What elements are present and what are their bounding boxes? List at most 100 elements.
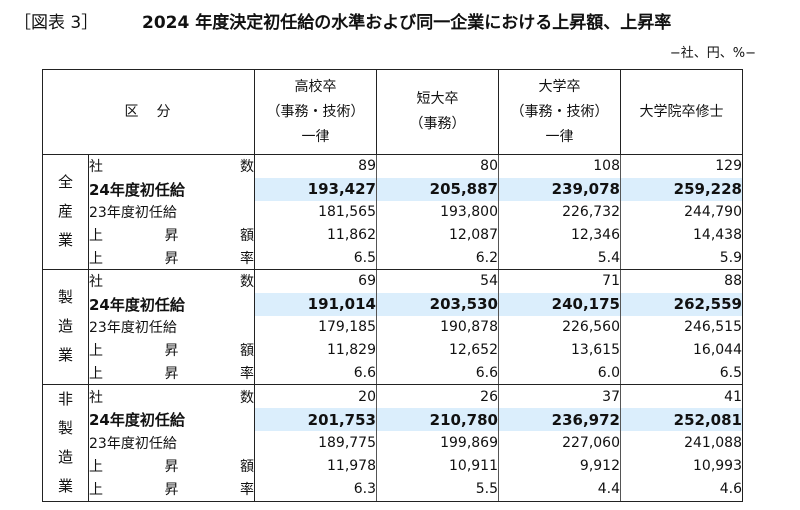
table-cell: 5.5 [376, 477, 499, 502]
row-label-char: 数 [240, 274, 254, 291]
row-label-char: 社 [89, 159, 103, 176]
table-cell: 179,185 [254, 315, 377, 339]
table-row: 24年度初任給 201,753 210,780 236,972 252,081 [43, 408, 743, 432]
table-cell: 227,060 [498, 431, 621, 455]
table-cell: 6.0 [498, 361, 621, 385]
row-label: 社数 [88, 153, 255, 178]
table-row: 24年度初任給 193,427 205,887 239,078 259,228 [43, 177, 743, 201]
row-label-spread: 上昇率 [89, 248, 254, 268]
row-label-char: 率 [240, 482, 254, 499]
table-cell: 5.4 [498, 246, 621, 270]
row-label-char: 上 [89, 459, 103, 476]
header-category-char: 分 [156, 103, 173, 120]
table-cell: 5.9 [620, 246, 743, 270]
row-label-spread: 上昇額 [89, 340, 254, 360]
table-cell: 11,978 [254, 454, 377, 478]
table-cell: 193,427 [254, 177, 377, 201]
row-label: 上昇額 [88, 338, 255, 362]
table-cell: 239,078 [498, 177, 621, 201]
row-label-spread: 上昇率 [89, 479, 254, 499]
row-label-char: 昇 [164, 342, 179, 359]
row-label: 24年度初任給 [88, 177, 255, 201]
table-cell: 41 [620, 383, 743, 409]
row-label-char: 昇 [164, 482, 179, 499]
row-label: 24年度初任給 [88, 292, 255, 316]
table-cell: 226,560 [498, 315, 621, 339]
row-label-char: 数 [240, 159, 254, 176]
table-row: 23年度初任給 179,185 190,878 226,560 246,515 [43, 315, 743, 339]
row-label-spread: 社数 [89, 271, 254, 291]
table-cell: 89 [254, 153, 377, 178]
row-label: 24年度初任給 [88, 408, 255, 432]
table-row: 上 昇 額 11,862 12,087 12,346 14,438 [43, 223, 743, 247]
table-cell: 244,790 [620, 200, 743, 224]
header-line: （事務） [409, 116, 466, 132]
header-line: 高校卒 [294, 78, 337, 95]
row-label: 上昇率 [88, 361, 255, 385]
table-cell: 190,878 [376, 315, 499, 339]
table-cell: 108 [498, 153, 621, 178]
header-line: 短大卒 [416, 91, 459, 107]
table-cell: 20 [254, 383, 377, 409]
row-label-char: 上 [89, 250, 103, 267]
table-cell: 191,014 [254, 292, 377, 316]
table-cell: 210,780 [376, 408, 499, 432]
table-cell: 6.5 [254, 246, 377, 270]
group-label-char: 全 [57, 173, 73, 192]
table-cell: 241,088 [620, 431, 743, 455]
table-body: 全産業社数 89 80 108 129 24年度初任給 193,427 205,887 239,… [42, 153, 743, 502]
table-row: 製造業社数 69 54 71 88 [42, 268, 743, 385]
group-label-char: 業 [57, 476, 73, 495]
table-cell: 189,775 [254, 431, 377, 455]
row-label-char: 社 [89, 274, 103, 291]
group-label-char: 産 [57, 202, 73, 221]
table-cell: 12,087 [376, 223, 499, 247]
row-label-spread: 社数 [89, 387, 254, 407]
table-cell: 26 [376, 383, 499, 409]
table-cell: 193,800 [376, 200, 499, 224]
row-label-char: 率 [240, 365, 254, 382]
table-cell: 236,972 [498, 408, 621, 432]
row-label: 社数 [88, 268, 255, 293]
row-label-char: 額 [240, 342, 254, 359]
header-junior-college: 短大卒 （事務） [376, 69, 499, 155]
header-category: 区分 [42, 69, 255, 155]
table-cell: 54 [376, 268, 499, 293]
row-label-spread: 上昇率 [89, 363, 254, 383]
table-row: 非製造業社数 20 26 37 41 [42, 383, 743, 502]
row-label-spread: 上昇額 [89, 225, 254, 245]
table-cell: 199,869 [376, 431, 499, 455]
table-cell: 12,652 [376, 338, 499, 362]
row-label-char: 上 [89, 365, 103, 382]
header-line: 大学院卒修士 [639, 103, 724, 120]
table-row: 全産業社数 89 80 108 129 [42, 153, 743, 270]
row-label-char: 社 [89, 389, 103, 406]
row-label: 23年度初任給 [88, 200, 255, 224]
header-line: （事務・技術） [510, 103, 609, 120]
row-label-char: 上 [89, 342, 103, 359]
figure-title: 2024 年度決定初任給の水準および同一企業における上昇額、上昇率 [142, 13, 672, 33]
row-label-spread: 上昇額 [89, 456, 254, 476]
table-cell: 10,911 [376, 454, 499, 478]
group-label-char: 製 [57, 288, 73, 307]
table-cell: 71 [498, 268, 621, 293]
table-row: 上昇率 6.6 6.6 6.0 6.5 [43, 361, 743, 385]
row-label-char: 昇 [164, 227, 179, 244]
header-category-char: 区 [124, 103, 141, 120]
table-cell: 240,175 [498, 292, 621, 316]
table-row: 23年度初任給 181,565 193,800 226,732 244,790 [43, 200, 743, 224]
table-row: 上 昇 額 11,978 10,911 9,912 10,993 [43, 454, 743, 478]
group-label-char: 業 [57, 346, 73, 365]
table-cell: 129 [620, 153, 743, 178]
row-label-char: 昇 [164, 459, 179, 476]
table-cell: 246,515 [620, 315, 743, 339]
table-cell: 6.3 [254, 477, 377, 502]
header-line: 大学卒 [538, 78, 581, 95]
table-cell: 6.6 [376, 361, 499, 385]
table-cell: 259,228 [620, 177, 743, 201]
row-label-char: 数 [240, 389, 254, 406]
header-university: 大学卒 （事務・技術） 一律 [498, 69, 621, 155]
group-label-char: 製 [57, 418, 73, 437]
table-cell: 10,993 [620, 454, 743, 478]
table-cell: 80 [376, 153, 499, 178]
